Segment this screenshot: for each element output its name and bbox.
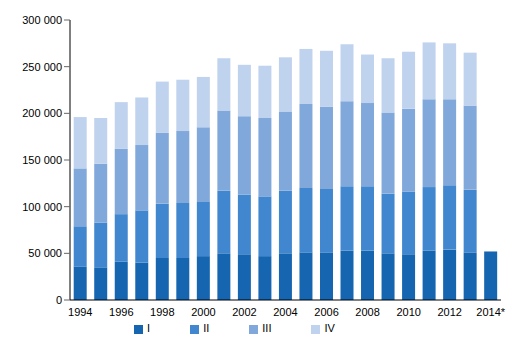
svg-text:1994: 1994: [68, 306, 92, 318]
svg-text:300 000: 300 000: [22, 14, 62, 26]
svg-text:250 000: 250 000: [22, 61, 62, 73]
svg-text:50 000: 50 000: [28, 247, 62, 259]
svg-text:1998: 1998: [150, 306, 174, 318]
html-text:II: II: [203, 322, 210, 334]
svg-text:2006: 2006: [314, 306, 338, 318]
svg-text:2010: 2010: [396, 306, 420, 318]
html-text:IV: IV: [324, 322, 335, 334]
svg-text:2008: 2008: [355, 306, 379, 318]
svg-text:200 000: 200 000: [22, 107, 62, 119]
svg-text:0: 0: [56, 294, 62, 306]
svg-text:2004: 2004: [273, 306, 297, 318]
html-text:III: III: [262, 322, 272, 334]
svg-text:2000: 2000: [191, 306, 215, 318]
svg-text:1996: 1996: [109, 306, 133, 318]
html-text:I: I: [147, 322, 151, 334]
svg-text:2014*: 2014*: [476, 306, 505, 318]
svg-text:150 000: 150 000: [22, 154, 62, 166]
svg-text:2002: 2002: [232, 306, 256, 318]
svg-text:2012: 2012: [437, 306, 461, 318]
svg-text:100 000: 100 000: [22, 201, 62, 213]
